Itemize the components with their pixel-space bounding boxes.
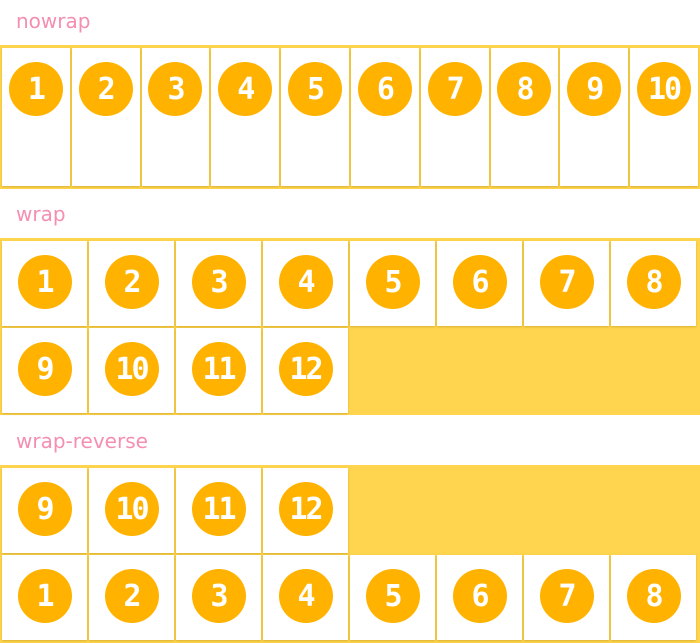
flex-item: 2 bbox=[71, 48, 140, 186]
section-label-nowrap: nowrap bbox=[16, 9, 91, 33]
flex-item: 5 bbox=[281, 48, 349, 186]
flex-item: 4 bbox=[211, 48, 280, 186]
number-badge: 12 bbox=[278, 482, 333, 536]
number-badge: 2 bbox=[78, 62, 133, 116]
number-badge: 3 bbox=[191, 569, 246, 623]
flex-item: 7 bbox=[524, 241, 609, 326]
flex-item: 8 bbox=[611, 241, 696, 326]
number-badge: 6 bbox=[357, 62, 412, 116]
number-badge: 5 bbox=[365, 255, 420, 309]
number-badge: 9 bbox=[17, 482, 72, 536]
flex-item: 4 bbox=[263, 555, 348, 640]
flex-item: 6 bbox=[437, 555, 522, 640]
flex-item: 1 bbox=[2, 555, 87, 640]
number-badge: 3 bbox=[191, 255, 246, 309]
flex-item: 6 bbox=[437, 241, 522, 326]
number-badge: 1 bbox=[17, 255, 72, 309]
number-badge: 2 bbox=[104, 255, 159, 309]
flex-item: 1 bbox=[2, 48, 70, 186]
number-badge: 10 bbox=[637, 62, 692, 116]
number-badge: 8 bbox=[626, 255, 681, 309]
flex-item: 9 bbox=[2, 468, 87, 553]
flex-item: 10 bbox=[630, 48, 698, 186]
number-badge: 8 bbox=[497, 62, 552, 116]
wrap-reverse-container: 1 2 3 4 5 6 7 8 9 10 11 12 bbox=[0, 465, 700, 643]
flex-item: 6 bbox=[350, 48, 419, 186]
flex-item: 7 bbox=[524, 555, 609, 640]
number-badge: 9 bbox=[567, 62, 622, 116]
number-badge: 10 bbox=[104, 342, 159, 396]
number-badge: 2 bbox=[104, 569, 159, 623]
number-badge: 9 bbox=[17, 342, 72, 396]
flex-item: 10 bbox=[89, 468, 174, 553]
flex-item: 11 bbox=[176, 328, 261, 413]
flex-item: 5 bbox=[350, 555, 435, 640]
number-badge: 12 bbox=[278, 342, 333, 396]
number-badge: 11 bbox=[191, 342, 246, 396]
number-badge: 1 bbox=[17, 569, 72, 623]
flex-item: 7 bbox=[420, 48, 489, 186]
nowrap-container: 1 2 3 4 5 6 7 8 9 10 bbox=[0, 45, 700, 189]
number-badge: 6 bbox=[452, 569, 507, 623]
number-badge: 1 bbox=[8, 62, 63, 116]
number-badge: 10 bbox=[104, 482, 159, 536]
number-badge: 7 bbox=[539, 255, 594, 309]
flex-item: 9 bbox=[560, 48, 629, 186]
wrap-container: 1 2 3 4 5 6 7 8 9 10 11 12 bbox=[0, 238, 700, 415]
flex-item: 3 bbox=[141, 48, 210, 186]
flex-item: 10 bbox=[89, 328, 174, 413]
number-badge: 7 bbox=[427, 62, 482, 116]
flex-item: 3 bbox=[176, 241, 261, 326]
number-badge: 4 bbox=[278, 569, 333, 623]
number-badge: 6 bbox=[452, 255, 507, 309]
number-badge: 5 bbox=[365, 569, 420, 623]
flex-item: 1 bbox=[2, 241, 87, 326]
section-label-wrap: wrap bbox=[16, 202, 66, 226]
flex-item: 8 bbox=[611, 555, 696, 640]
flex-item: 4 bbox=[263, 241, 348, 326]
flex-item: 12 bbox=[263, 328, 348, 413]
number-badge: 7 bbox=[539, 569, 594, 623]
flex-item: 11 bbox=[176, 468, 261, 553]
number-badge: 4 bbox=[218, 62, 273, 116]
number-badge: 8 bbox=[626, 569, 681, 623]
section-label-wrap-reverse: wrap-reverse bbox=[16, 429, 148, 453]
flex-item: 12 bbox=[263, 468, 348, 553]
number-badge: 4 bbox=[278, 255, 333, 309]
number-badge: 3 bbox=[148, 62, 203, 116]
number-badge: 11 bbox=[191, 482, 246, 536]
flex-item: 3 bbox=[176, 555, 261, 640]
flex-item: 2 bbox=[89, 555, 174, 640]
flex-item: 5 bbox=[350, 241, 435, 326]
number-badge: 5 bbox=[288, 62, 343, 116]
flex-item: 8 bbox=[490, 48, 559, 186]
flex-item: 9 bbox=[2, 328, 87, 413]
flex-item: 2 bbox=[89, 241, 174, 326]
